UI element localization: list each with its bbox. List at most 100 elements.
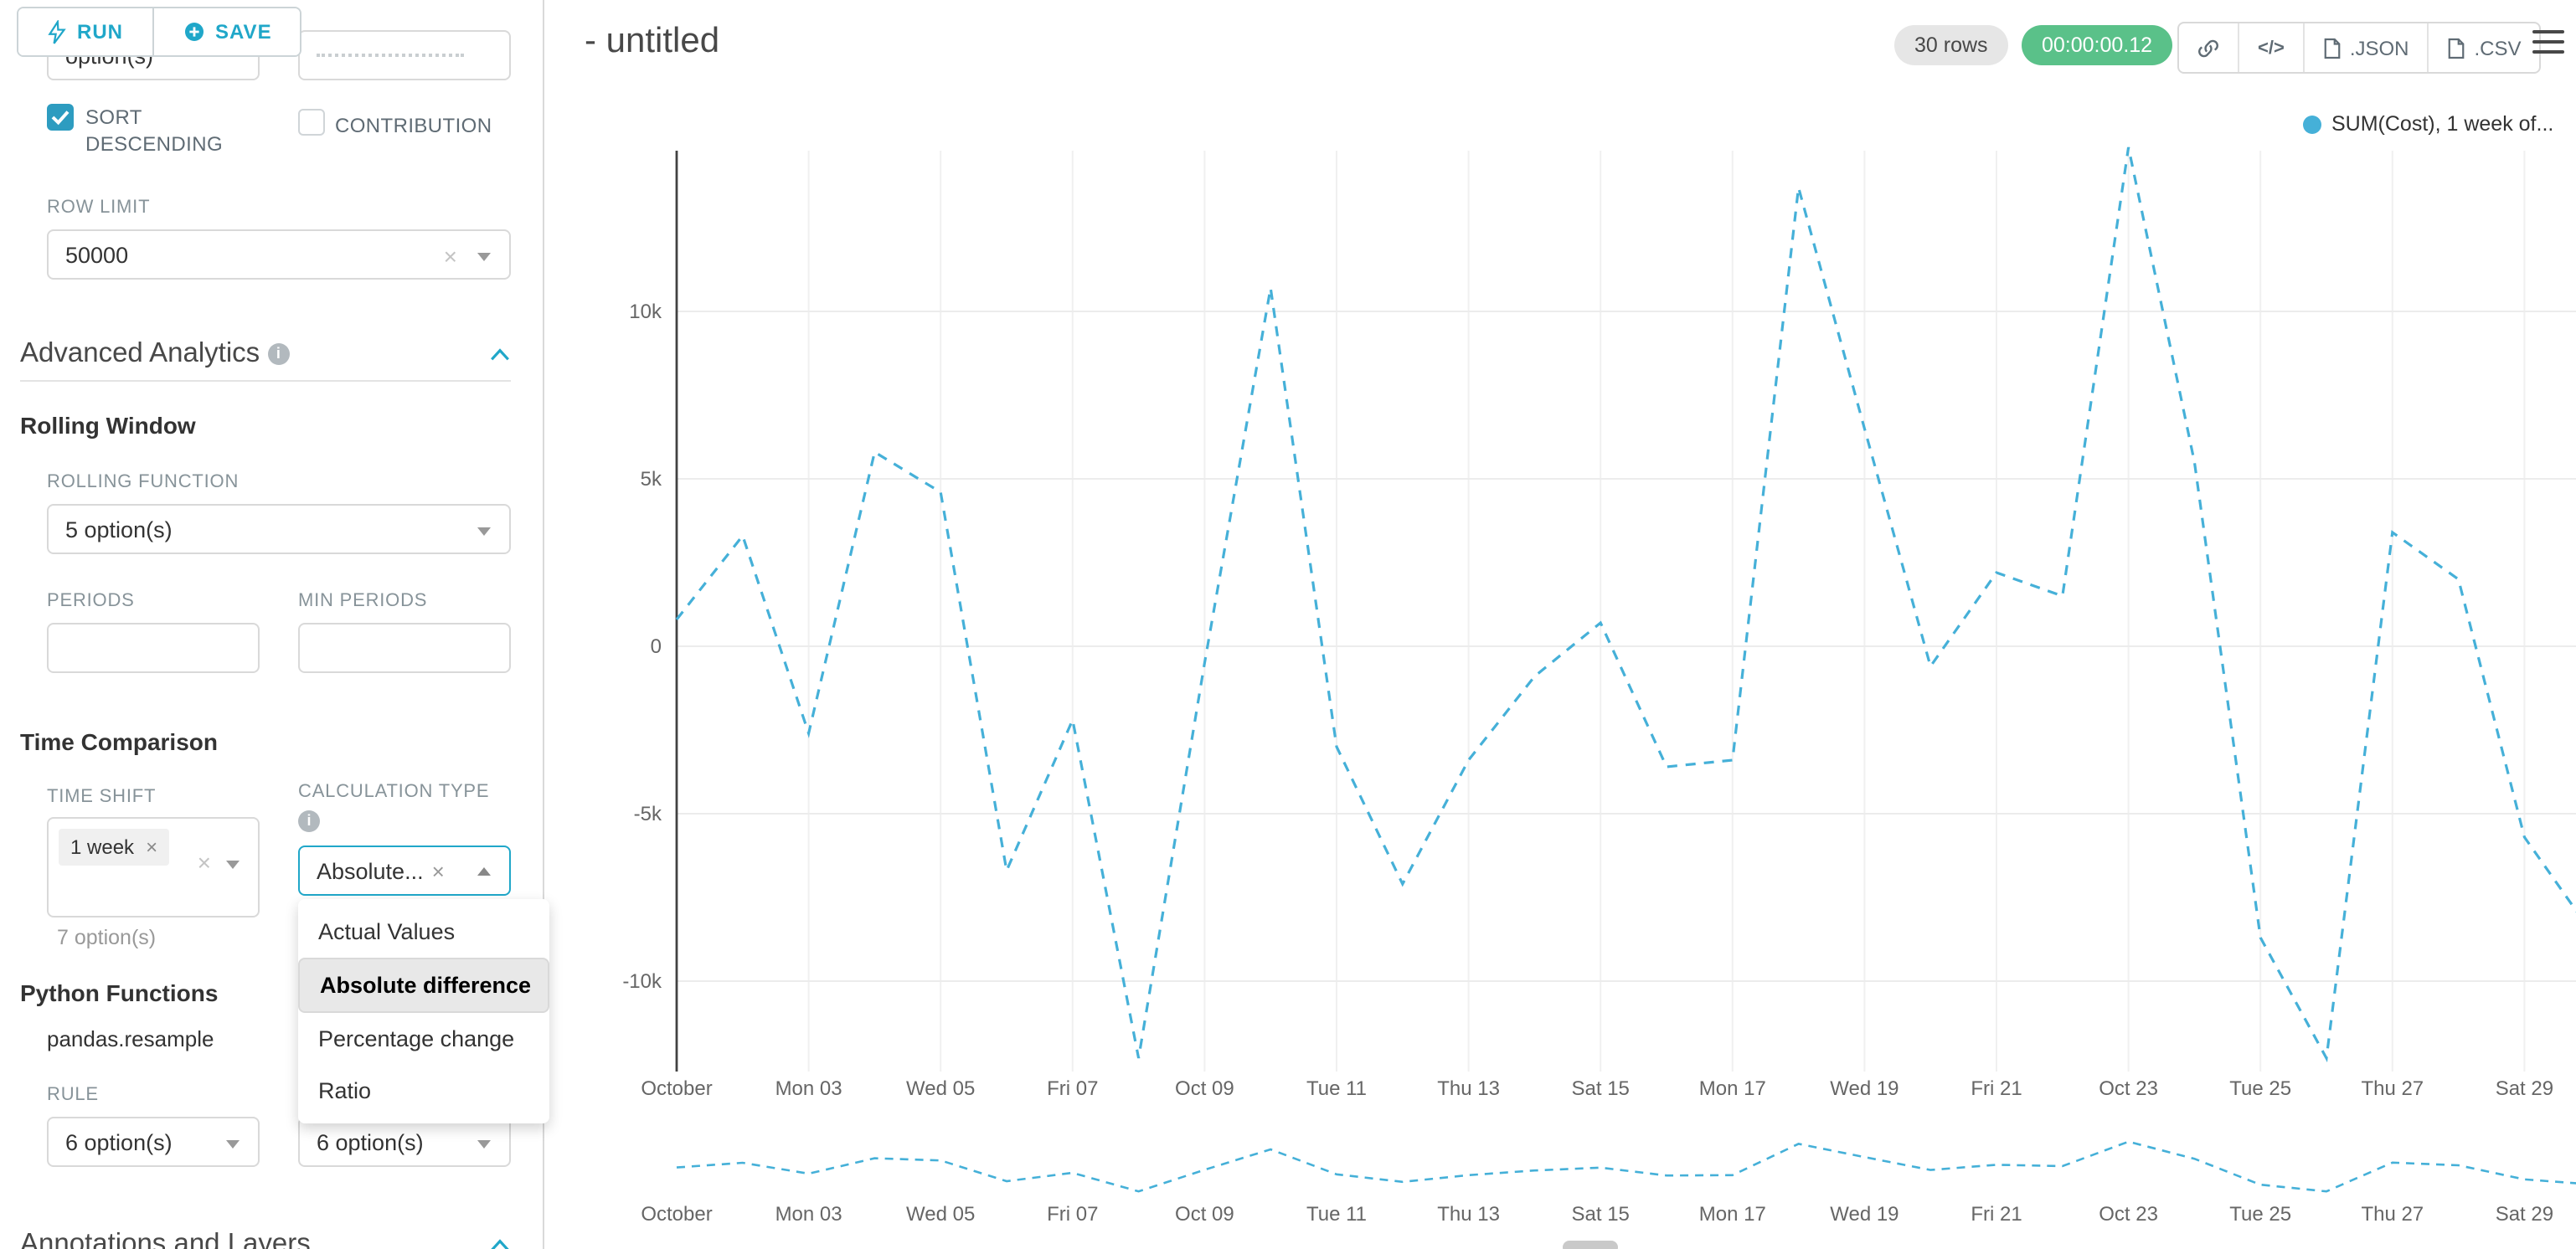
y-axis-label: -5k [634, 803, 662, 825]
time-shift-tag: 1 week × [59, 829, 170, 866]
x-axis-label: Oct 23 [2099, 1077, 2158, 1100]
python-function-name: pandas.resample [47, 1026, 214, 1051]
caret-down-icon [477, 253, 491, 261]
rule-label: RULE [47, 1085, 99, 1105]
x-axis-label: Oct 09 [1175, 1077, 1234, 1100]
save-button[interactable]: SAVE [153, 8, 301, 55]
caret-down-icon [226, 1140, 240, 1149]
mini-series-line [676, 1140, 2576, 1193]
rule-value-1: 6 option(s) [65, 1129, 173, 1154]
chart-legend[interactable]: SUM(Cost), 1 week of... [2303, 112, 2553, 136]
x-axis-label: Thu 13 [1437, 1077, 1500, 1100]
series-line [675, 146, 2576, 1063]
scrollbar-thumb[interactable] [1563, 1241, 1618, 1249]
x-axis-label: Mon 03 [775, 1077, 842, 1100]
truncated-select-2[interactable] [298, 30, 511, 80]
mini-chart-brush[interactable]: October Mon 03 Wed 05 Fri 07 Oct 09 Tue 11 Thu… [541, 1125, 2576, 1239]
caret-down-icon [226, 861, 240, 869]
caret-down-icon [477, 1140, 491, 1149]
info-icon[interactable]: i [267, 343, 290, 365]
mini-x-axis-label: Mon 17 [1699, 1203, 1766, 1226]
x-axis-label: October [641, 1077, 712, 1100]
periods-label: PERIODS [47, 591, 135, 611]
python-functions-title: Python Functions [20, 979, 219, 1006]
remove-tag-icon[interactable]: × [431, 858, 445, 883]
mini-x-axis-label: Sat 15 [1572, 1203, 1630, 1226]
min-periods-input[interactable] [298, 623, 511, 673]
legend-dot [2303, 115, 2321, 133]
chevron-up-icon[interactable] [489, 347, 511, 361]
x-axis-label: Wed 19 [1830, 1077, 1899, 1100]
legend-label: SUM(Cost), 1 week of... [2331, 112, 2554, 136]
mini-x-axis-label: Thu 27 [2361, 1203, 2424, 1226]
export-csv-button[interactable]: .CSV [2427, 23, 2540, 72]
mini-x-axis-label: Sat 29 [2496, 1203, 2553, 1226]
mini-x-axis-label: Tue 25 [2229, 1203, 2291, 1226]
embed-code-button[interactable]: </> [2238, 23, 2303, 72]
x-axis-label: Wed 05 [906, 1077, 975, 1100]
calculation-type-select[interactable]: Absolute... × [298, 846, 511, 896]
mini-x-axis-label: Oct 23 [2099, 1203, 2158, 1226]
save-button-label: SAVE [215, 20, 272, 44]
mini-x-axis-label: Wed 05 [906, 1203, 975, 1226]
mini-x-axis-label: Thu 13 [1437, 1203, 1500, 1226]
rolling-function-label: ROLLING FUNCTION [47, 472, 240, 492]
dropdown-option[interactable]: Absolute difference [298, 958, 549, 1013]
calculation-type-label: CALCULATION TYPE [298, 782, 490, 802]
clear-icon[interactable]: × [443, 243, 457, 270]
x-axis-label: Fri 07 [1047, 1077, 1098, 1100]
run-button-label: RUN [77, 20, 123, 44]
data-controls-panel: option(s) RUN SAVE [0, 0, 549, 1249]
x-axis-label: Mon 17 [1699, 1077, 1766, 1100]
annotations-layers-title: Annotations and Layers [20, 1229, 311, 1249]
sort-descending-checkbox[interactable] [47, 104, 74, 131]
y-axis-label: 10k [629, 301, 662, 323]
dropdown-option[interactable]: Ratio [318, 1078, 372, 1103]
rule-select-1[interactable]: 6 option(s) [47, 1117, 260, 1167]
time-shift-placeholder: 7 option(s) [57, 926, 157, 949]
menu-button[interactable] [2532, 30, 2564, 54]
check-icon [51, 111, 70, 126]
query-timer-badge: 00:00:00.12 [2022, 25, 2173, 65]
time-shift-select[interactable]: 1 week × × [47, 817, 260, 917]
row-limit-label: ROW LIMIT [47, 198, 151, 218]
plus-circle-icon [183, 22, 204, 42]
periods-input[interactable] [47, 623, 260, 673]
clear-icon[interactable]: × [197, 849, 211, 876]
x-axis-label: Thu 27 [2361, 1077, 2424, 1100]
time-shift-label: TIME SHIFT [47, 787, 157, 807]
main-chart[interactable]: October Mon 03 Wed 05 Fri 07 Oct 09 Tue 11 Thu… [541, 100, 2576, 1125]
caret-up-icon [477, 867, 491, 876]
x-axis-label: Sat 29 [2496, 1077, 2553, 1100]
contribution-checkbox[interactable] [298, 109, 325, 136]
mini-x-axis-label: Oct 09 [1175, 1203, 1234, 1226]
code-icon: </> [2258, 38, 2285, 58]
dropdown-option[interactable]: Percentage change [318, 1026, 515, 1051]
chevron-up-icon[interactable] [489, 1238, 511, 1249]
y-axis-label: 5k [641, 468, 662, 491]
min-periods-label: MIN PERIODS [298, 591, 428, 611]
info-icon[interactable]: i [298, 810, 320, 832]
remove-tag-icon[interactable]: × [146, 835, 158, 859]
rule-value-2: 6 option(s) [317, 1129, 424, 1154]
advanced-analytics-header[interactable]: Advanced Analytics i [20, 338, 511, 370]
file-icon [2449, 37, 2465, 59]
export-json-button[interactable]: .JSON [2302, 23, 2428, 72]
calculation-type-value: Absolute... [317, 858, 424, 883]
lightning-bolt-icon [48, 19, 66, 44]
rolling-function-select[interactable]: 5 option(s) [47, 504, 511, 554]
mini-x-axis-label: Fri 07 [1047, 1203, 1098, 1226]
section-divider [20, 380, 511, 382]
annotations-layers-header[interactable]: Annotations and Layers [20, 1229, 511, 1249]
export-csv-label: .CSV [2474, 36, 2522, 59]
mini-x-axis-label: Tue 11 [1306, 1203, 1367, 1226]
row-limit-select[interactable]: 50000 × [47, 229, 511, 280]
rule-select-2[interactable]: 6 option(s) [298, 1117, 511, 1167]
copy-link-button[interactable] [2179, 23, 2238, 72]
run-button[interactable]: RUN [18, 8, 152, 55]
time-comparison-title: Time Comparison [20, 728, 218, 755]
dropdown-option[interactable]: Actual Values [318, 919, 456, 944]
y-axis-label: 0 [651, 635, 662, 658]
sort-descending-label: SORT DESCENDING [85, 105, 224, 156]
